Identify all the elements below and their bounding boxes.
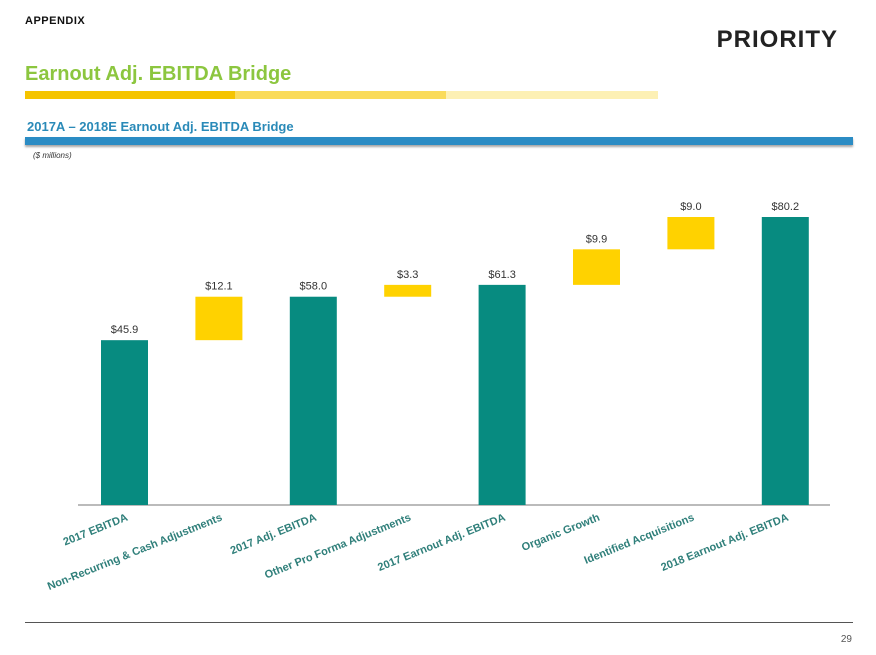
bar-7 <box>667 217 715 250</box>
units-label: ($ millions) <box>33 151 72 160</box>
data-label-8: $80.2 <box>772 201 800 213</box>
page-number: 29 <box>840 634 852 645</box>
category-label-6: Organic Growth <box>520 512 602 554</box>
bar-1 <box>101 340 148 505</box>
data-label-7: $9.0 <box>680 201 701 213</box>
bar-6 <box>573 249 620 285</box>
data-label-2: $12.1 <box>205 281 233 293</box>
chart-subtitle: 2017A – 2018E Earnout Adj. EBITDA Bridge <box>27 119 294 134</box>
data-label-4: $3.3 <box>397 269 418 281</box>
priority-logo: PRIORITY <box>716 26 838 53</box>
data-label-5: $61.3 <box>488 269 516 281</box>
subtitle-divider <box>25 137 853 145</box>
page-title: Earnout Adj. EBITDA Bridge <box>25 63 292 85</box>
bar-2 <box>195 296 243 341</box>
bar-4 <box>384 284 432 297</box>
title-underline-dark <box>25 91 235 99</box>
category-label-1: 2017 EBITDA <box>62 512 130 549</box>
title-underline-light <box>446 91 658 99</box>
data-label-1: $45.9 <box>111 324 139 336</box>
bar-8 <box>761 217 809 505</box>
appendix-label: APPENDIX <box>25 15 86 27</box>
data-label-6: $9.9 <box>586 233 607 245</box>
footer-divider <box>25 622 853 623</box>
data-label-3: $58.0 <box>300 281 328 293</box>
bar-5 <box>478 284 526 505</box>
category-label-2: Non-Recurring & Cash Adjustments <box>46 512 224 593</box>
category-label-3: 2017 Adj. EBITDA <box>229 512 319 558</box>
title-underline-mid <box>235 91 446 99</box>
bar-3 <box>289 296 337 505</box>
